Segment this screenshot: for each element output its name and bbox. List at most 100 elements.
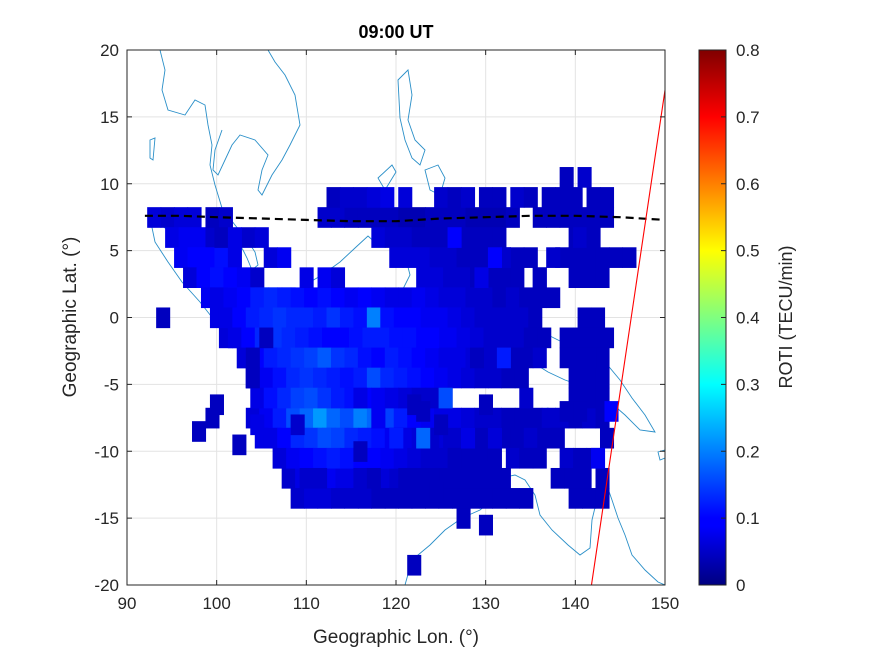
roti-cell (339, 307, 355, 329)
roti-cell (192, 227, 207, 248)
roti-cell (407, 307, 422, 329)
roti-cell (586, 227, 601, 248)
roti-cell (281, 467, 296, 489)
roti-cell (568, 247, 583, 268)
roti-cell (371, 488, 386, 509)
roti-cell (434, 414, 449, 436)
roti-cell (438, 387, 453, 409)
roti-cell (528, 307, 543, 329)
roti-cell (559, 347, 574, 369)
roti-cell (474, 367, 489, 389)
roti-cell (339, 367, 355, 389)
roti-cell (178, 227, 193, 248)
roti-cell (304, 387, 319, 409)
roti-cell (290, 347, 305, 369)
roti-cell (452, 287, 467, 309)
roti-cell (218, 307, 233, 329)
roti-cell (313, 407, 328, 429)
roti-cell (577, 467, 592, 489)
x-tick-label: 110 (293, 594, 320, 613)
roti-cell (398, 488, 413, 509)
roti-cell (523, 187, 538, 208)
roti-cell (528, 407, 543, 429)
roti-cell (290, 414, 305, 436)
colorbar-tick-label: 0.6 (736, 175, 760, 194)
roti-cell (541, 187, 556, 208)
roti-cell (384, 227, 399, 248)
roti-cell (398, 227, 413, 248)
roti-cell (443, 247, 458, 268)
roti-cell (304, 347, 319, 369)
roti-cell (200, 247, 216, 268)
roti-cell (420, 307, 435, 329)
x-tick-label: 90 (118, 594, 137, 613)
roti-cell (393, 307, 408, 329)
roti-cell (559, 167, 574, 188)
roti-cell (398, 187, 413, 208)
roti-cell (505, 447, 520, 469)
roti-cell (496, 327, 511, 349)
roti-cell (559, 207, 574, 228)
roti-cell (523, 327, 538, 349)
roti-cell (469, 347, 485, 369)
x-tick-label: 140 (561, 594, 589, 613)
roti-cell (339, 407, 355, 429)
roti-cell (313, 367, 328, 389)
roti-cell (330, 347, 346, 369)
roti-cell (443, 327, 458, 349)
roti-cell (461, 427, 476, 449)
roti-cell (474, 307, 489, 329)
roti-cell (487, 367, 502, 389)
roti-cell (398, 347, 413, 369)
roti-cell (599, 327, 615, 349)
roti-cell (330, 287, 346, 309)
roti-cell (523, 247, 538, 268)
roti-cell (366, 367, 381, 389)
roti-cell (384, 488, 399, 509)
roti-cell (344, 347, 359, 369)
roti-cell (393, 407, 408, 429)
roti-cell (393, 367, 408, 389)
roti-cell (447, 227, 462, 248)
roti-cell (492, 488, 507, 509)
roti-cell (599, 427, 615, 449)
roti-cell (353, 367, 368, 389)
roti-cell (469, 247, 485, 268)
roti-cell (241, 327, 256, 349)
roti-cell (492, 287, 507, 309)
x-tick-label: 100 (202, 594, 230, 613)
roti-cell (299, 307, 314, 329)
roti-cell (591, 447, 606, 469)
roti-cell (402, 247, 417, 268)
roti-cell (496, 267, 511, 289)
roti-cell (290, 488, 305, 509)
roti-cell (223, 267, 238, 289)
roti-cell (447, 447, 462, 469)
roti-cell (313, 467, 328, 489)
roti-cell (425, 207, 440, 228)
roti-cell (344, 287, 359, 309)
roti-cell (452, 347, 467, 369)
roti-cell (384, 207, 399, 228)
roti-cell (371, 347, 386, 369)
roti-cell (227, 327, 242, 349)
roti-cell (209, 287, 224, 309)
roti-cell (389, 427, 404, 449)
roti-cell (514, 407, 529, 429)
roti-cells (147, 167, 637, 576)
roti-cell (478, 488, 493, 509)
roti-cell (546, 207, 561, 228)
roti-cell (407, 554, 422, 576)
roti-cell (420, 447, 435, 469)
roti-cell (380, 447, 395, 469)
roti-cell (608, 247, 624, 268)
roti-cell (434, 367, 449, 389)
roti-cell (510, 247, 525, 268)
y-tick-label: 10 (100, 175, 119, 194)
roti-cell (371, 287, 386, 309)
roti-cell (586, 187, 601, 208)
roti-cell (478, 227, 493, 248)
roti-cell (461, 307, 476, 329)
roti-cell (456, 247, 471, 268)
